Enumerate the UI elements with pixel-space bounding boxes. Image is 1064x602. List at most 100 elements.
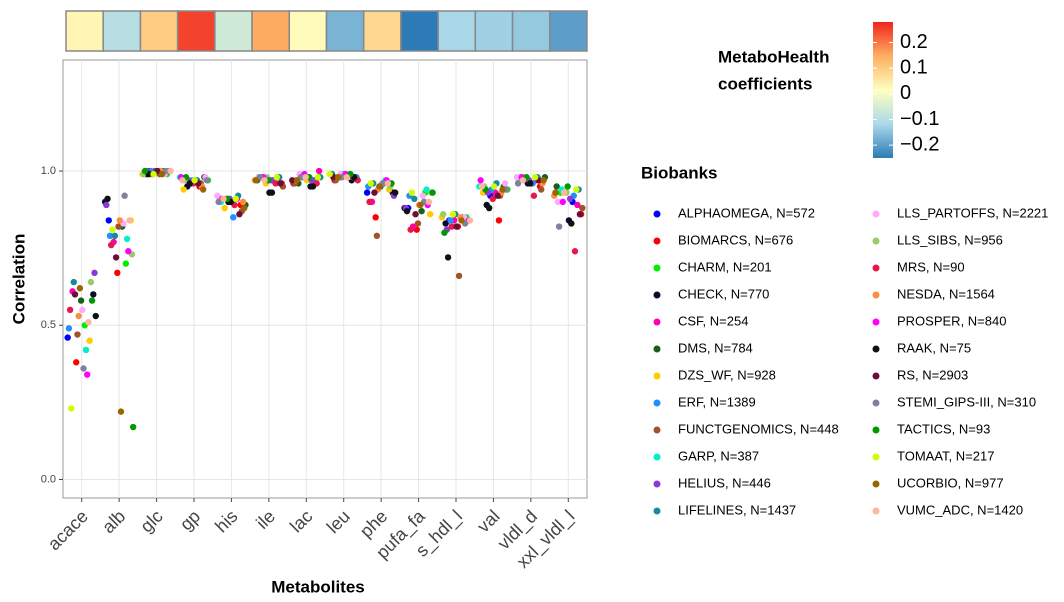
data-point (571, 248, 579, 255)
x-tick-label: glc (136, 506, 166, 536)
legend-marker (653, 237, 661, 245)
data-point (116, 217, 123, 224)
legend-title: Biobanks (641, 163, 718, 182)
data-point (448, 223, 455, 230)
data-point (86, 337, 93, 344)
data-point (90, 291, 97, 298)
data-point (501, 180, 509, 187)
colorbar-tick-label: 0 (900, 82, 911, 104)
heatmap-tile (214, 10, 253, 52)
data-point (555, 223, 563, 230)
legend-marker (653, 426, 661, 434)
data-point (103, 201, 110, 209)
data-point (579, 204, 586, 212)
data-point (158, 170, 166, 178)
x-tick-label: alb (98, 506, 129, 537)
data-point (117, 408, 125, 415)
legend-label: MRS, N=90 (897, 259, 965, 274)
legend-label: FUNCTGENOMICS, N=448 (678, 421, 839, 436)
data-point (65, 325, 73, 332)
colorbar (873, 22, 893, 158)
data-point (477, 177, 484, 184)
legend-label: UCORBIO, N=977 (897, 475, 1004, 490)
data-point (444, 254, 452, 261)
data-point (527, 180, 534, 187)
data-point (576, 211, 584, 218)
data-point (122, 260, 130, 267)
legend-label: ERF, N=1389 (678, 394, 756, 409)
data-point (538, 186, 545, 193)
data-point (203, 177, 211, 184)
data-point (560, 189, 568, 196)
colorbar-title: MetaboHealth (718, 47, 829, 66)
heatmap-tile (65, 10, 104, 52)
data-point (277, 180, 284, 187)
legend-marker (653, 480, 661, 488)
x-tick-label: gp (176, 506, 204, 534)
heatmap-tile (251, 10, 291, 52)
data-point (111, 232, 119, 240)
data-point (239, 198, 247, 206)
data-point (126, 217, 133, 224)
data-point (485, 204, 493, 212)
data-point (315, 167, 323, 175)
heatmap-tile (139, 10, 179, 52)
data-point (453, 223, 460, 230)
data-point (261, 177, 268, 184)
x-tick-label: lac (286, 506, 316, 536)
data-point (104, 195, 111, 203)
data-point (167, 167, 174, 175)
data-point (79, 306, 86, 314)
data-point (85, 318, 92, 326)
data-point (92, 312, 99, 320)
data-point (88, 297, 96, 304)
legend-marker (653, 345, 661, 353)
data-point (391, 189, 399, 196)
data-point (302, 174, 309, 181)
data-point (343, 174, 350, 181)
data-point (449, 211, 457, 218)
data-point (442, 220, 449, 227)
x-tick-label: his (211, 506, 241, 536)
data-point (411, 195, 418, 203)
data-point (384, 180, 392, 187)
data-point (220, 195, 227, 203)
data-point (74, 331, 81, 338)
data-point (458, 217, 465, 224)
data-point (289, 177, 296, 184)
x-tick-label: acace (44, 506, 92, 554)
data-point (530, 192, 538, 199)
colorbar-tick-label: −0.2 (900, 133, 939, 155)
legend-marker (872, 480, 880, 488)
data-point (540, 177, 547, 184)
heatmap-tile (362, 10, 402, 52)
heatmap-tile (102, 10, 142, 52)
legend-marker (872, 264, 880, 272)
data-point (367, 180, 374, 187)
data-point (70, 278, 77, 286)
colorbar-title: coefficients (718, 74, 812, 93)
data-point (66, 306, 74, 314)
legend-marker (653, 210, 661, 218)
colorbar-tick-label: 0.2 (900, 31, 928, 53)
legend-label: LIFELINES, N=1437 (678, 502, 796, 517)
x-tick-label: ile (252, 506, 279, 533)
data-point (554, 198, 562, 206)
data-point (366, 198, 373, 206)
data-point (84, 371, 91, 378)
heatmap-tile (400, 10, 439, 52)
data-point (64, 334, 71, 341)
data-point (494, 192, 501, 199)
data-point (552, 189, 559, 196)
data-point (408, 189, 416, 196)
data-point (513, 174, 521, 181)
data-point (199, 186, 207, 193)
data-point (80, 365, 87, 372)
data-point (326, 170, 333, 178)
data-point (564, 183, 571, 190)
data-point (373, 232, 381, 240)
x-tick-label: val (473, 506, 503, 536)
data-point (112, 254, 120, 261)
data-point (106, 232, 114, 240)
legend-marker (872, 507, 880, 515)
